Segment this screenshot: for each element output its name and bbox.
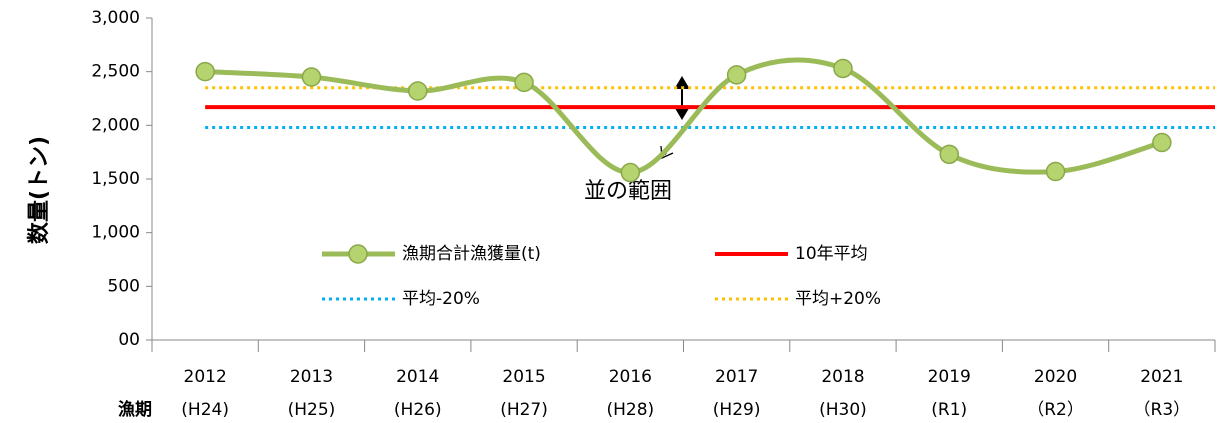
x-tick-label: 2020	[1034, 367, 1077, 387]
x-axis-title: 漁期	[118, 399, 152, 420]
x-tick-label: 2015	[502, 367, 545, 387]
x-tick-sublabel: (R1)	[931, 400, 967, 420]
x-tick-label: 2019	[928, 367, 971, 387]
x-tick-sublabel: (H30)	[819, 400, 867, 420]
x-tick-label: 2013	[290, 367, 333, 387]
x-tick-label: 2014	[396, 367, 439, 387]
y-tick-label: 2,000	[91, 115, 140, 135]
series-marker	[620, 162, 641, 183]
legend-label: 10年平均	[795, 244, 868, 264]
x-tick-sublabel: (H24)	[181, 400, 229, 420]
y-axis-title: 数量(トン)	[26, 136, 52, 244]
x-tick-sublabel: （R2）	[1027, 400, 1084, 420]
series-marker	[939, 144, 959, 165]
x-tick-label: 2018	[821, 367, 864, 387]
legend-label: 平均+20%	[795, 289, 881, 309]
x-tick-sublabel: (H25)	[288, 400, 336, 420]
series-marker	[514, 72, 534, 93]
x-tick-label: 2016	[609, 367, 652, 387]
x-tick-sublabel: (H29)	[713, 400, 761, 420]
x-tick-label: 2017	[715, 367, 758, 387]
legend-marker	[348, 244, 368, 264]
y-tick-label: 3,000	[91, 8, 140, 28]
y-tick-label: 2,500	[91, 62, 140, 82]
x-tick-sublabel: (H27)	[500, 400, 548, 420]
y-tick-label: 00	[118, 330, 140, 350]
x-tick-sublabel: (H26)	[394, 400, 442, 420]
series-marker	[726, 65, 747, 85]
y-tick-label: 1,000	[91, 223, 140, 243]
series-marker	[301, 67, 322, 87]
series-marker	[408, 81, 428, 101]
y-tick-label: 500	[108, 276, 140, 296]
series-line	[205, 57, 1163, 176]
annotation: 並の範囲	[584, 179, 672, 204]
legend-label: 漁期合計漁獲量(t)	[402, 244, 541, 264]
series-marker	[1045, 161, 1066, 182]
series-marker	[833, 58, 853, 79]
y-tick-label: 1,500	[91, 169, 140, 189]
x-tick-label: 2021	[1140, 367, 1183, 387]
x-tick-sublabel: （R3）	[1134, 400, 1191, 420]
annotation-arrow	[660, 76, 690, 159]
series-marker	[1152, 132, 1172, 153]
x-tick-label: 2012	[184, 367, 227, 387]
series-marker	[195, 61, 215, 82]
legend-label: 平均-20%	[402, 289, 480, 309]
x-tick-sublabel: (H28)	[607, 400, 655, 420]
